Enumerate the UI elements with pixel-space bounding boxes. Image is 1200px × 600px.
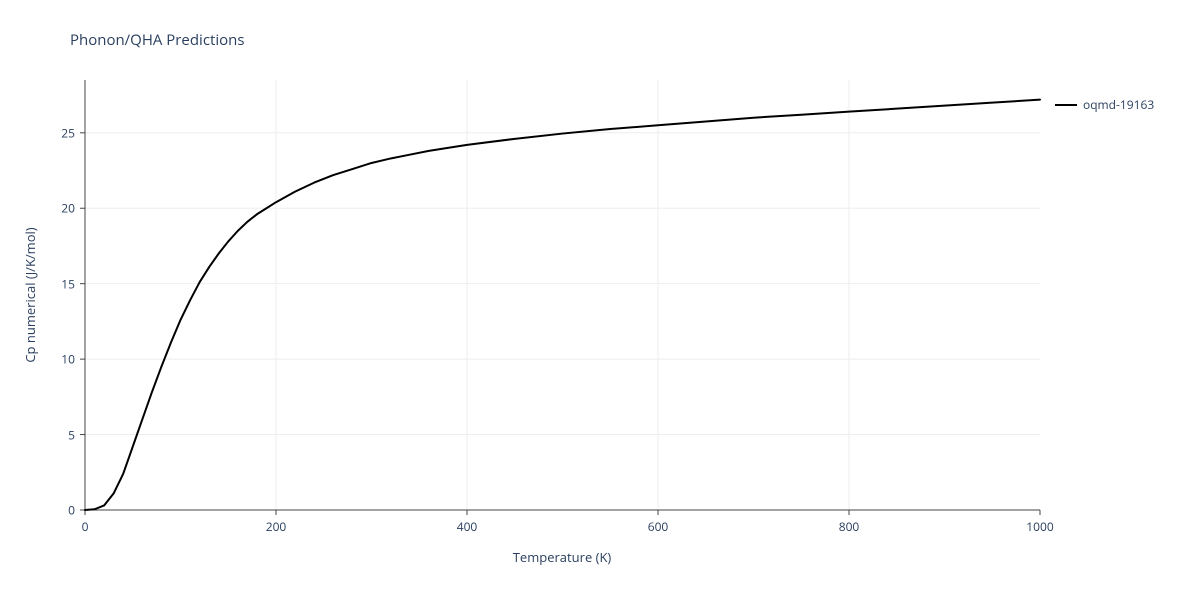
y-tick-label: 10 [61,351,75,368]
chart-title: Phonon/QHA Predictions [70,30,245,50]
x-tick-label: 0 [82,518,89,535]
legend-line-icon [1055,104,1077,106]
chart-svg [85,80,1040,510]
chart-container: Phonon/QHA Predictions Cp numerical (J/K… [0,0,1200,600]
x-tick-label: 800 [839,518,860,535]
x-tick-label: 400 [457,518,478,535]
y-tick-label: 5 [68,426,75,443]
plot-area[interactable] [85,80,1040,510]
x-tick-label: 600 [648,518,669,535]
y-tick-label: 0 [68,502,75,519]
x-tick-label: 200 [266,518,287,535]
x-axis-label: Temperature (K) [513,548,612,566]
legend[interactable]: oqmd-19163 [1055,96,1154,113]
y-tick-label: 20 [61,200,75,217]
y-axis-label: Cp numerical (J/K/mol) [21,227,39,362]
legend-label: oqmd-19163 [1083,96,1154,113]
y-tick-label: 15 [61,275,75,292]
y-tick-label: 25 [61,124,75,141]
x-tick-label: 1000 [1026,518,1053,535]
